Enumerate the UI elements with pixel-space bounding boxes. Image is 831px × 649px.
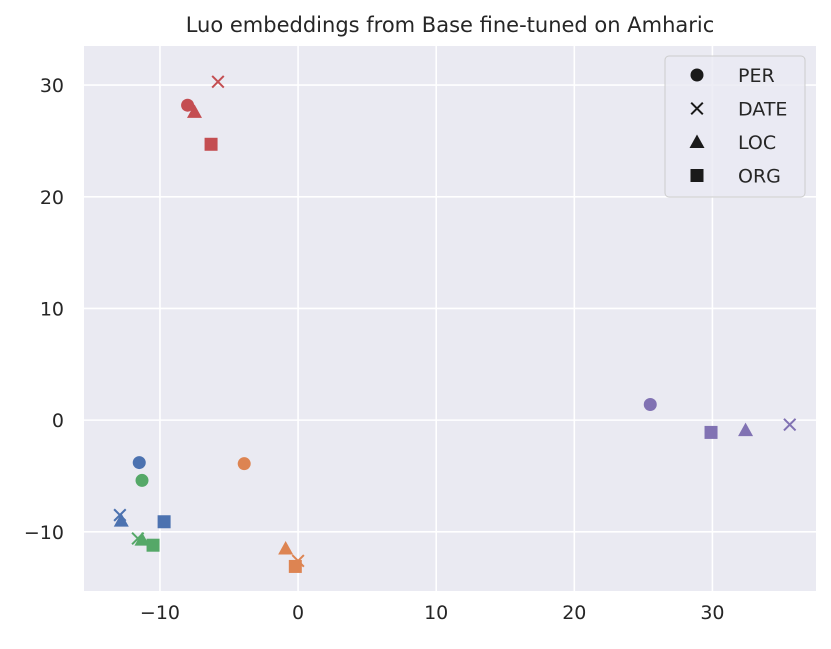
data-point-square <box>704 425 718 439</box>
y-tick-label: 0 <box>52 410 64 432</box>
data-point-triangle <box>738 422 754 437</box>
data-point-triangle <box>134 532 150 546</box>
legend-label: PER <box>738 65 775 87</box>
legend-marker-square <box>690 169 704 182</box>
data-points <box>113 75 797 573</box>
data-point-square <box>157 515 171 529</box>
legend-label: ORG <box>738 166 781 188</box>
legend-label: DATE <box>738 99 787 121</box>
data-point-x <box>211 75 225 89</box>
x-tick-label: −10 <box>140 602 180 624</box>
axis-ticks: −10 0 10 20 30 −10 0 10 20 30 <box>24 75 725 624</box>
data-point-x <box>783 418 797 432</box>
y-tick-label: 30 <box>40 75 64 97</box>
data-point-square <box>288 559 302 573</box>
data-point-triangle <box>113 513 129 527</box>
legend-marker-circle <box>690 68 704 82</box>
data-point-square <box>146 538 160 552</box>
data-point-circle <box>132 456 146 470</box>
data-point-triangle <box>186 104 202 118</box>
x-tick-label: 30 <box>700 602 724 624</box>
x-tick-label: 10 <box>424 602 448 624</box>
data-point-triangle <box>278 541 294 555</box>
x-tick-label: 0 <box>292 602 304 624</box>
y-tick-label: 20 <box>40 187 64 209</box>
data-point-circle <box>135 473 149 487</box>
legend: PER DATE LOC ORG <box>664 55 806 198</box>
data-point-circle <box>643 397 657 411</box>
data-point-square <box>204 137 218 151</box>
x-tick-label: 20 <box>562 602 586 624</box>
legend-box <box>664 55 806 198</box>
y-tick-label: 10 <box>40 298 64 320</box>
chart-title: Luo embeddings from Base fine-tuned on A… <box>186 13 715 37</box>
legend-label: LOC <box>738 132 776 154</box>
legend-marker-x <box>690 101 704 116</box>
legend-marker-triangle <box>689 134 705 148</box>
y-tick-label: −10 <box>24 522 64 544</box>
data-point-circle <box>181 98 195 112</box>
data-point-circle <box>237 457 251 471</box>
